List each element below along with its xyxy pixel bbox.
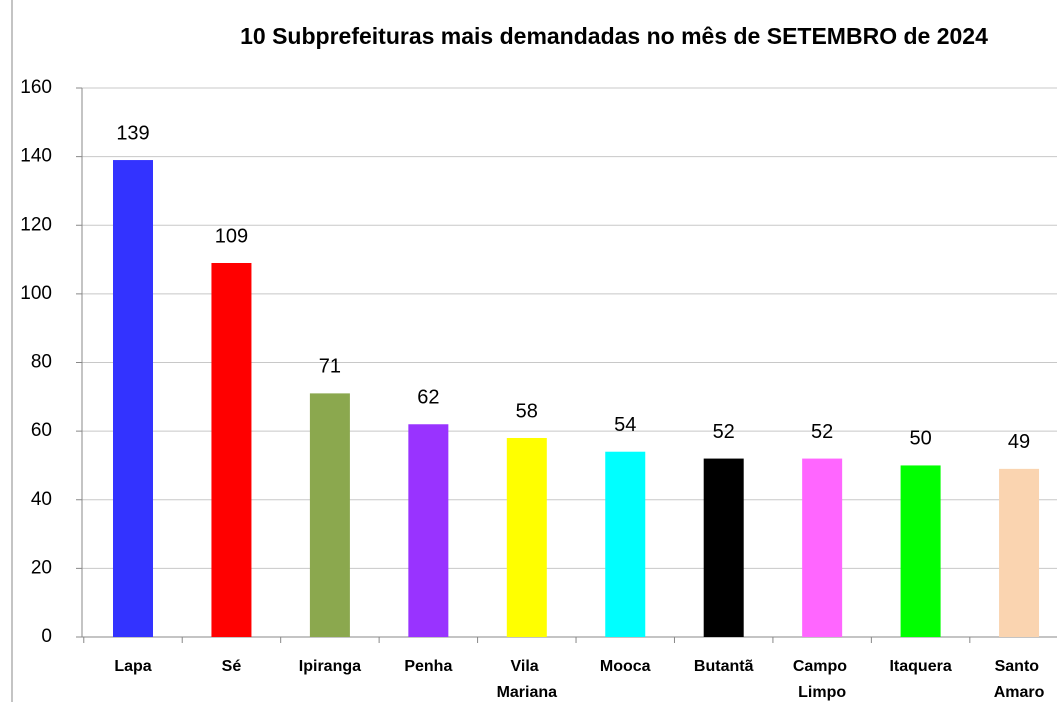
bar xyxy=(113,160,153,637)
value-label: 52 xyxy=(713,421,735,443)
y-tick-label: 140 xyxy=(20,146,52,167)
x-tick-label: Sé xyxy=(222,658,242,675)
bar xyxy=(211,262,252,637)
bar xyxy=(802,458,843,637)
y-tick-label: 80 xyxy=(31,352,52,373)
x-tick-label: Santo Amaro xyxy=(994,658,1045,701)
x-tick-label: Campo Limpo xyxy=(793,658,852,701)
x-tick-label: Butantã xyxy=(694,658,754,675)
bar xyxy=(408,424,449,637)
x-tick-label: Lapa xyxy=(114,658,151,675)
value-label: 71 xyxy=(319,356,341,378)
x-tick-label: Penha xyxy=(404,658,452,675)
x-tick-label: Mooca xyxy=(600,658,651,675)
x-tick-label: Vila Mariana xyxy=(497,658,558,701)
value-label: 50 xyxy=(909,428,931,450)
value-label: 109 xyxy=(215,225,248,247)
bar xyxy=(605,451,646,637)
y-tick-label: 0 xyxy=(41,626,52,647)
y-tick-label: 20 xyxy=(31,557,52,578)
value-label: 139 xyxy=(116,122,149,144)
x-tick-label: Itaquera xyxy=(889,658,951,675)
value-label: 62 xyxy=(417,387,439,409)
y-tick-label: 120 xyxy=(20,214,52,235)
value-label: 52 xyxy=(811,421,833,443)
y-tick-label: 100 xyxy=(20,283,52,304)
chart-title: 10 Subprefeituras mais demandadas no mês… xyxy=(240,23,988,49)
bar xyxy=(900,465,941,637)
y-tick-label: 60 xyxy=(31,420,52,441)
bar xyxy=(999,468,1040,637)
x-tick-label: Ipiranga xyxy=(299,658,361,675)
bar xyxy=(506,437,547,637)
bar xyxy=(703,458,744,637)
value-label: 54 xyxy=(614,414,636,436)
value-label: 49 xyxy=(1008,431,1030,453)
y-tick-label: 160 xyxy=(20,77,52,98)
value-label: 58 xyxy=(516,400,538,422)
bar xyxy=(309,393,350,637)
y-tick-label: 40 xyxy=(31,489,52,510)
